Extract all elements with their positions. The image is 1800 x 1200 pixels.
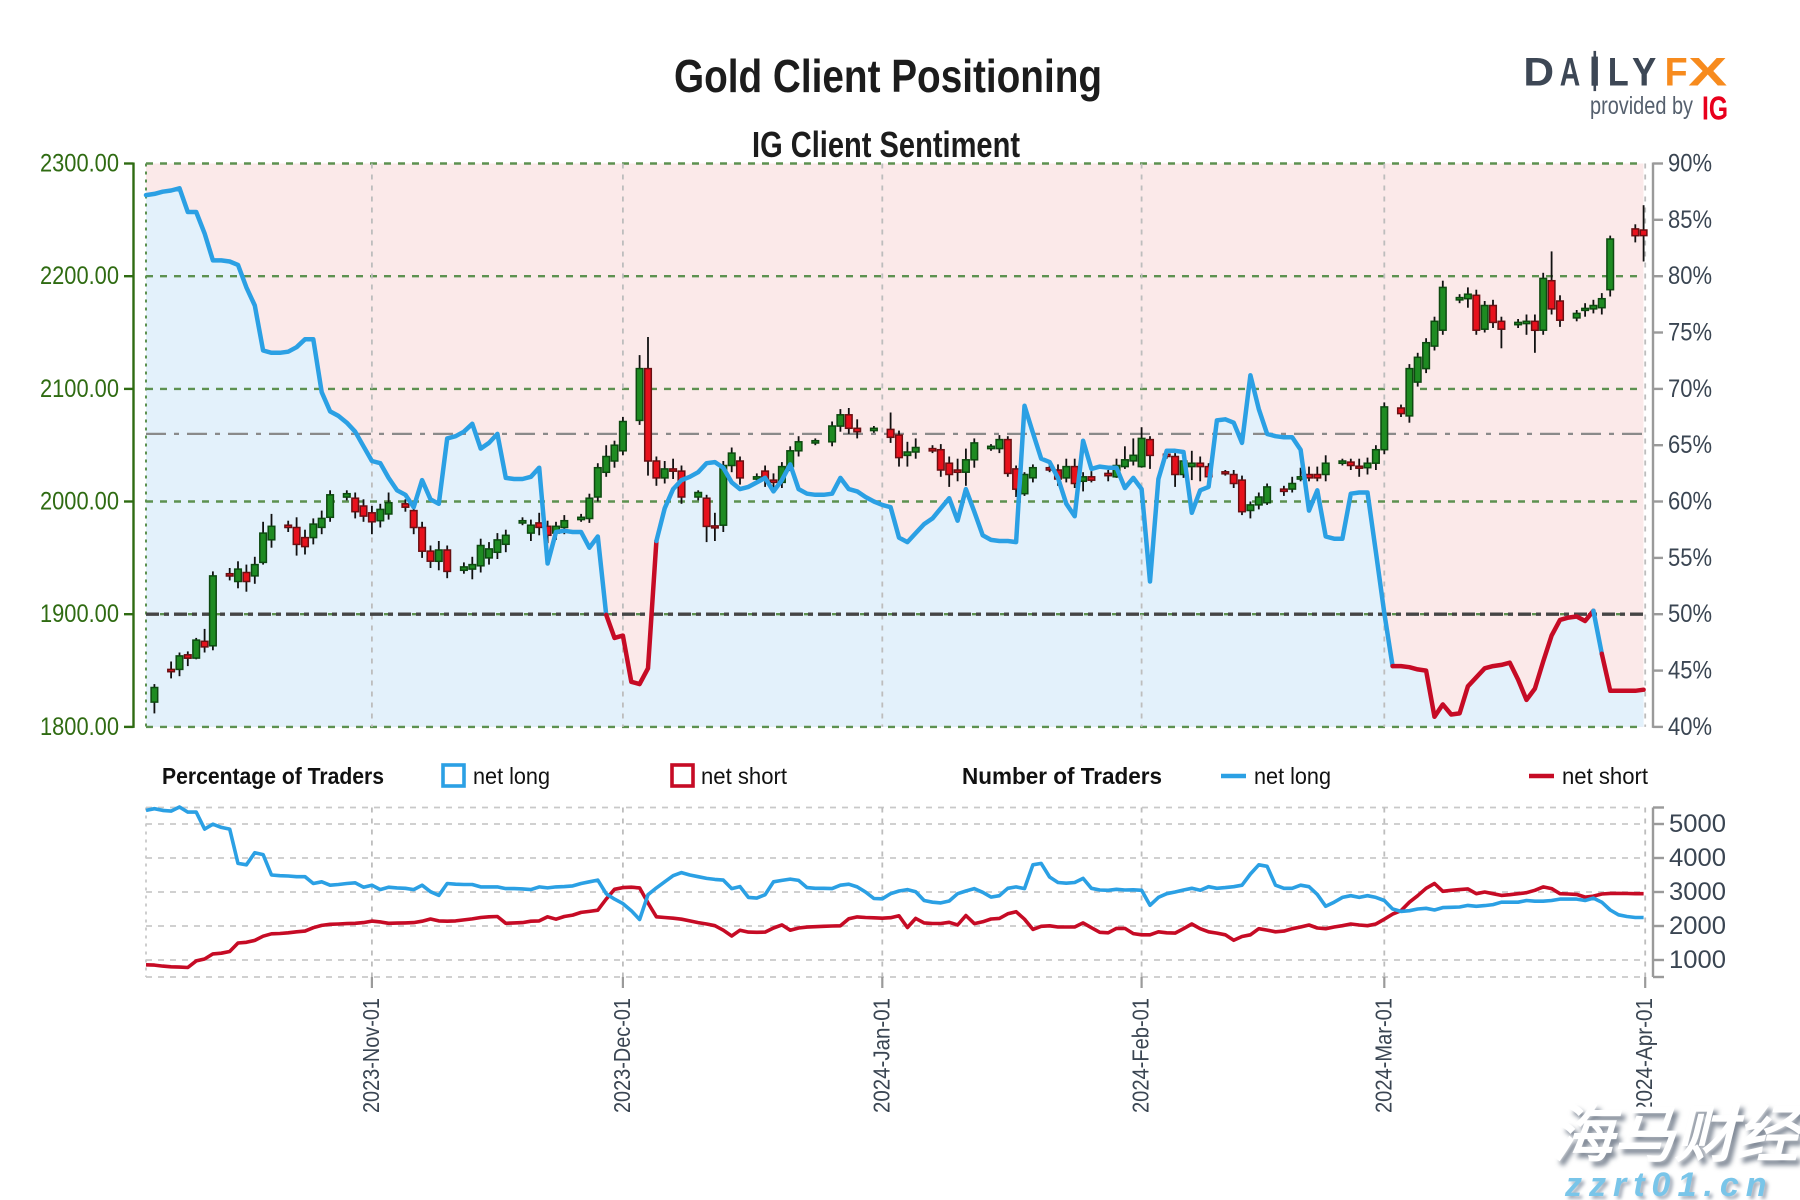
svg-text:Gold Client Positioning: Gold Client Positioning bbox=[674, 50, 1102, 102]
svg-text:net short: net short bbox=[701, 763, 788, 789]
svg-text:2023-Nov-01: 2023-Nov-01 bbox=[358, 998, 384, 1113]
svg-text:2200.00: 2200.00 bbox=[40, 262, 119, 290]
svg-text:provided by: provided by bbox=[1590, 92, 1693, 120]
svg-text:IG: IG bbox=[1702, 90, 1728, 127]
svg-text:5000: 5000 bbox=[1669, 810, 1726, 838]
svg-text:2024-Mar-01: 2024-Mar-01 bbox=[1370, 998, 1396, 1113]
svg-text:4000: 4000 bbox=[1669, 844, 1726, 872]
svg-text:A: A bbox=[1560, 51, 1581, 95]
svg-text:60%: 60% bbox=[1668, 488, 1712, 516]
svg-text:85%: 85% bbox=[1668, 206, 1712, 234]
svg-text:net long: net long bbox=[1254, 763, 1331, 789]
svg-text:2100.00: 2100.00 bbox=[40, 375, 119, 403]
svg-text:X: X bbox=[1688, 51, 1727, 95]
svg-text:2300.00: 2300.00 bbox=[40, 150, 119, 178]
svg-text:45%: 45% bbox=[1668, 657, 1712, 685]
svg-text:F: F bbox=[1665, 51, 1688, 95]
svg-text:Number of Traders: Number of Traders bbox=[962, 763, 1162, 789]
svg-text:65%: 65% bbox=[1668, 431, 1712, 459]
svg-text:D: D bbox=[1523, 51, 1554, 95]
svg-text:2024-Feb-01: 2024-Feb-01 bbox=[1128, 998, 1154, 1113]
svg-text:Percentage of Traders: Percentage of Traders bbox=[162, 763, 384, 789]
svg-text:40%: 40% bbox=[1668, 713, 1712, 741]
svg-text:3000: 3000 bbox=[1669, 878, 1726, 906]
svg-text:70%: 70% bbox=[1668, 375, 1712, 403]
svg-text:L: L bbox=[1608, 51, 1629, 95]
svg-text:IG Client Sentiment: IG Client Sentiment bbox=[752, 124, 1020, 165]
svg-text:50%: 50% bbox=[1668, 600, 1712, 628]
svg-text:2024-Jan-01: 2024-Jan-01 bbox=[868, 998, 894, 1113]
svg-text:net long: net long bbox=[473, 763, 550, 789]
svg-text:2000: 2000 bbox=[1669, 912, 1726, 940]
svg-text:zzrt01.cn: zzrt01.cn bbox=[1564, 1166, 1774, 1200]
svg-text:2000.00: 2000.00 bbox=[40, 488, 119, 516]
svg-text:2024-Apr-01: 2024-Apr-01 bbox=[1631, 998, 1657, 1113]
svg-text:1000: 1000 bbox=[1669, 946, 1726, 974]
svg-text:海马财经: 海马财经 bbox=[1552, 1101, 1800, 1170]
svg-text:Y: Y bbox=[1632, 51, 1657, 95]
svg-text:90%: 90% bbox=[1668, 150, 1712, 178]
svg-text:80%: 80% bbox=[1668, 262, 1712, 290]
svg-text:1900.00: 1900.00 bbox=[40, 600, 119, 628]
svg-text:55%: 55% bbox=[1668, 544, 1712, 572]
svg-text:75%: 75% bbox=[1668, 319, 1712, 347]
svg-text:net short: net short bbox=[1562, 763, 1649, 789]
svg-text:1800.00: 1800.00 bbox=[40, 713, 119, 741]
svg-text:2023-Dec-01: 2023-Dec-01 bbox=[609, 998, 635, 1113]
